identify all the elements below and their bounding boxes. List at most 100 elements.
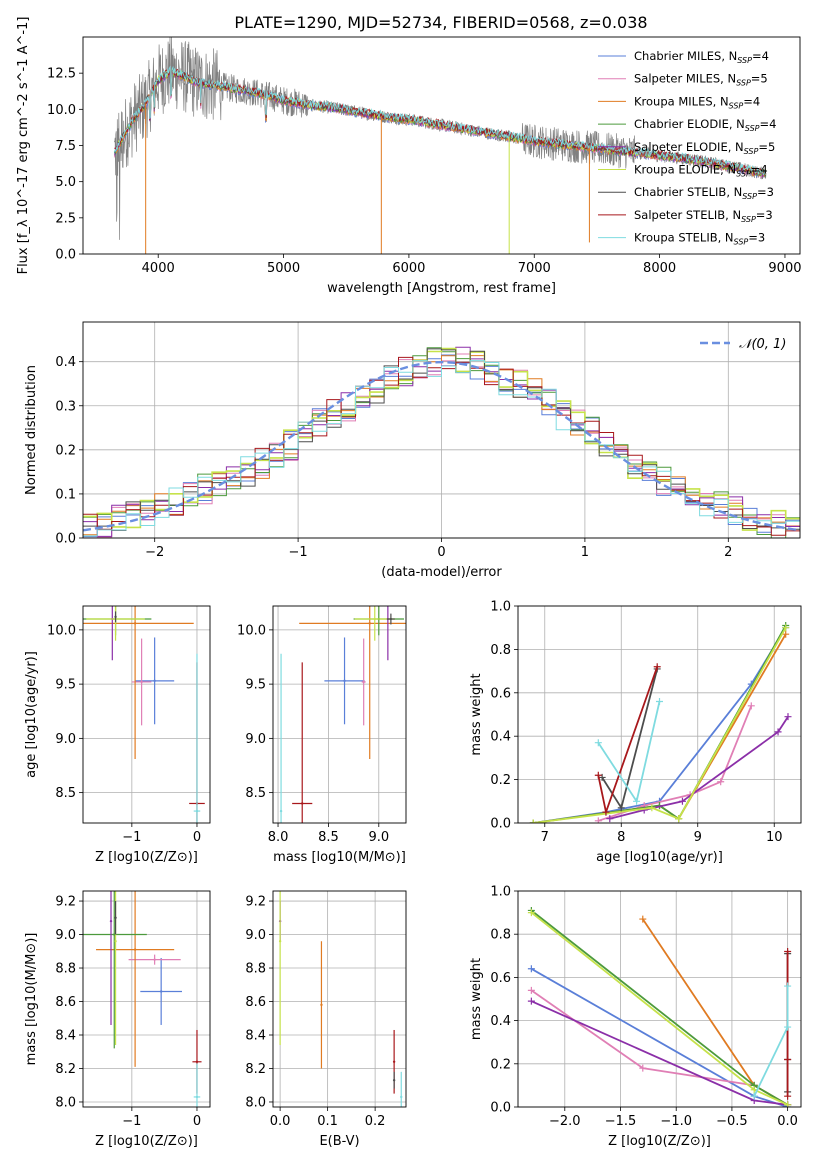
x-tick-label: −2.0 xyxy=(549,1114,581,1129)
series-line xyxy=(533,627,787,823)
y-tick-label: 5.0 xyxy=(55,175,76,190)
legend-subscript: SSP xyxy=(734,238,749,247)
series-line xyxy=(533,627,787,823)
axes-frame xyxy=(82,890,211,1108)
x-axis-label: mass [log10(M/M⊙)] xyxy=(273,850,406,865)
data-point xyxy=(343,679,346,683)
x-axis-label: (data-model)/error xyxy=(381,565,502,580)
plus-marker xyxy=(529,819,537,823)
mass_vs_ebv-axes: 0.0 0.1 0.2 8.0 8.2 8.4 8.6 8.8 9.0 9.2 E(B-V) xyxy=(245,890,407,1149)
axes-frame xyxy=(517,890,802,1108)
y-tick-label: 0.6 xyxy=(490,686,511,701)
legend-entry: Chabrier MILES, NSSP=4 xyxy=(634,49,769,65)
y-tick-label: 0.8 xyxy=(490,643,511,658)
plus-marker xyxy=(527,986,535,994)
legend-label: Salpeter MILES, N xyxy=(634,72,736,86)
x-tick-label: 1 xyxy=(581,545,589,560)
y-tick-label: 0.0 xyxy=(490,1101,511,1116)
mw_vs_Z-axes: −2.0 −1.5 −1.0 −0.5 0.0 0.0 0.2 0.4 0.6 0.8 1.0 Z [… xyxy=(469,885,802,1149)
age_vs_mass-plot-area xyxy=(279,606,406,823)
figure-title: PLATE=1290, MJD=52734, FIBERID=0568, z=0… xyxy=(234,13,647,32)
y-tick-label: 2.5 xyxy=(55,211,76,226)
x-tick-label: 8.5 xyxy=(318,830,339,845)
y-tick-label: 7.5 xyxy=(55,139,76,154)
plus-marker xyxy=(656,697,663,705)
legend-suffix: =4 xyxy=(752,49,769,63)
data-point xyxy=(278,940,282,943)
x-tick-label: 0 xyxy=(193,830,201,845)
legend-label: Kroupa ELODIE, N xyxy=(634,163,736,177)
plus-marker xyxy=(639,1064,647,1072)
plus-marker xyxy=(527,909,535,917)
x-tick-label: 0.0 xyxy=(270,1114,291,1129)
y-tick-label: 0.3 xyxy=(55,399,76,414)
plus-marker xyxy=(784,982,792,990)
age_vs_mass-axes: 8.0 8.5 9.0 8.5 9.0 9.5 10.0 mass [log10(M/M⊙)] xyxy=(237,605,407,865)
legend-label: Chabrier ELODIE, N xyxy=(634,117,745,131)
plus-marker xyxy=(633,797,641,805)
y-tick-label: 10.0 xyxy=(47,623,76,638)
x-tick-label: 5000 xyxy=(267,261,300,276)
y-tick-label: 8.8 xyxy=(245,962,266,977)
plus-marker xyxy=(602,808,610,816)
plus-marker xyxy=(675,815,683,823)
y-tick-label: 0.4 xyxy=(490,1014,511,1029)
data-point xyxy=(114,940,117,943)
x-tick-label: 0 xyxy=(193,1114,201,1129)
legend-entry: 𝒩(0, 1) xyxy=(739,337,786,352)
legend-label: Chabrier MILES, N xyxy=(634,49,737,63)
y-tick-label: 9.0 xyxy=(55,928,76,943)
y-tick-label: 0.4 xyxy=(55,355,76,370)
legend-suffix: =4 xyxy=(760,117,777,131)
residuals-axes: −2 −1 0 1 2 0.0 0.1 0.2 0.3 0.4 (data-model)/error… xyxy=(24,321,801,580)
plus-marker xyxy=(606,815,614,823)
x-axis-label: E(B-V) xyxy=(319,1134,359,1149)
data-point xyxy=(392,1079,396,1082)
y-tick-label: 8.5 xyxy=(55,786,76,801)
axes-frame xyxy=(82,321,801,539)
y-tick-label: 0.6 xyxy=(490,971,511,986)
y-tick-label: 0.4 xyxy=(490,730,511,745)
series-line xyxy=(642,918,789,1106)
plus-marker xyxy=(678,797,686,805)
legend-entry: Salpeter STELIB, NSSP=3 xyxy=(634,208,773,224)
legend-label: Kroupa MILES, N xyxy=(634,94,729,108)
data-point xyxy=(113,933,116,936)
data-point xyxy=(368,622,371,625)
x-tick-label: 7 xyxy=(541,830,549,845)
plus-marker xyxy=(784,1055,792,1063)
x-tick-label: 4000 xyxy=(142,261,175,276)
mw_vs_Z-plot-area xyxy=(527,906,792,1107)
residuals-plot-area xyxy=(83,346,800,538)
x-tick-label: 6000 xyxy=(392,261,425,276)
y-tick-label: 9.5 xyxy=(55,678,76,693)
legend-entry: Kroupa STELIB, NSSP=3 xyxy=(634,231,765,247)
spectrum-axes: 4000 5000 6000 7000 8000 9000 0.0 2.5 5.0 7.5 10.0… xyxy=(16,17,802,296)
x-tick-label: 8000 xyxy=(643,261,676,276)
y-tick-label: 0.0 xyxy=(55,532,76,547)
series-line xyxy=(533,633,787,823)
x-tick-label: 9 xyxy=(694,830,702,845)
plus-marker xyxy=(648,804,656,812)
data-point xyxy=(114,615,117,619)
data-point xyxy=(153,958,156,961)
legend-subscript: SSP xyxy=(729,101,744,110)
y-tick-label: 12.5 xyxy=(47,67,76,82)
plus-marker xyxy=(594,817,602,823)
x-tick-label: −1.5 xyxy=(605,1114,637,1129)
y-axis-label: mass weight xyxy=(469,673,484,755)
plus-marker xyxy=(774,728,782,736)
data-point xyxy=(320,1003,323,1007)
data-point xyxy=(133,948,137,951)
axes-frame xyxy=(272,605,407,824)
y-tick-label: 1.0 xyxy=(490,885,511,900)
x-axis-label: Z [log10(Z/Z⊙)] xyxy=(608,1134,711,1149)
y-tick-label: 8.0 xyxy=(55,1095,76,1110)
y-tick-label: 8.0 xyxy=(245,1095,266,1110)
histogram-kroupa-miles xyxy=(83,355,800,536)
plus-marker xyxy=(782,630,790,638)
x-tick-label: 9000 xyxy=(768,261,801,276)
series-line xyxy=(530,989,789,1106)
